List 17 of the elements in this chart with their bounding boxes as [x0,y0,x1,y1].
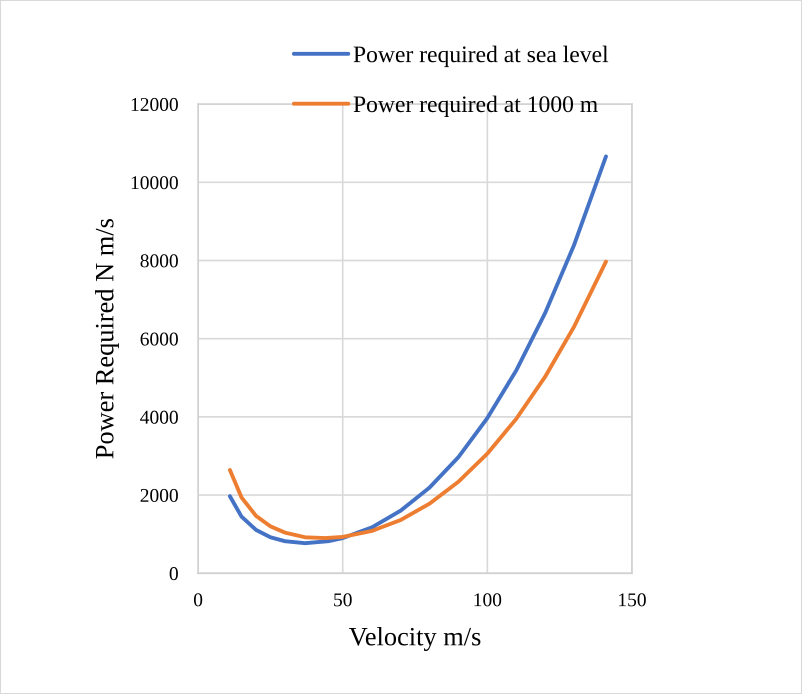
x-axis-title: Velocity m/s [349,626,480,651]
legend-label: Power required at 1000 m [354,96,598,117]
line-series [228,260,608,540]
x-tick-label: 0 [194,593,202,606]
y-tick-label: 10000 [132,176,178,190]
legend-label: Power required at sea level [354,46,608,68]
y-axis-title: Power Required N m/s [94,219,119,458]
x-tick-label: 50 [334,593,352,606]
y-tick-label: 4000 [140,410,178,424]
y-tick-label: 12000 [132,98,178,112]
x-tick-label: 100 [474,593,502,606]
line-series [228,154,608,546]
y-tick-label: 6000 [140,332,178,346]
y-tick-label: 8000 [140,254,178,268]
y-tick-label: 0 [170,567,178,580]
x-tick-label: 150 [619,593,646,606]
y-tick-label: 2000 [140,488,178,502]
